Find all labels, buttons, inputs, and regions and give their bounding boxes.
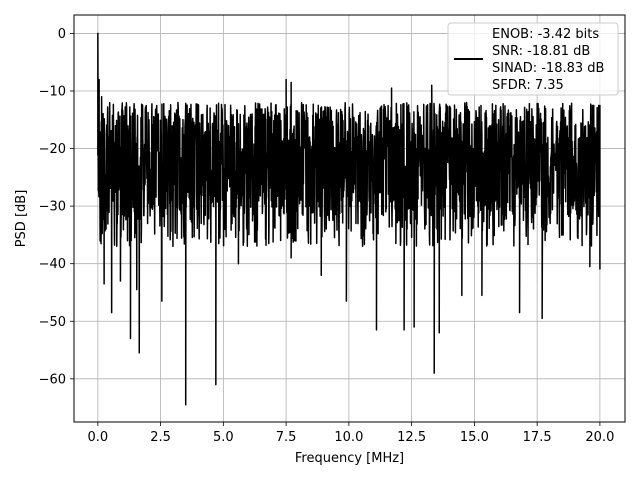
y-tick-label: −60 (39, 372, 66, 387)
y-axis-label: PSD [dB] (14, 190, 29, 248)
y-tick-label: −50 (39, 315, 66, 330)
y-tick-label: −10 (39, 84, 66, 99)
legend: ENOB: -3.42 bits SNR: -18.81 dB SINAD: -18… (447, 22, 619, 96)
series-line-group (97, 32, 601, 406)
x-tick-label: 10.0 (334, 430, 363, 445)
x-ticks: 0.0 2.5 5.0 7.5 10.0 12.5 15.0 17.5 20.0 (88, 422, 614, 445)
legend-box (447, 22, 619, 96)
legend-label: ENOB: -3.42 bits SNR: -18.81 dB SINAD: -18… (492, 27, 604, 93)
y-ticks: 0 −10 −20 −30 −40 −50 −60 (39, 27, 74, 387)
y-tick-label: −30 (39, 200, 66, 215)
psd-series-line (97, 32, 601, 406)
x-tick-label: 5.0 (213, 430, 234, 445)
x-tick-label: 2.5 (150, 430, 171, 445)
y-tick-label: −20 (39, 142, 66, 157)
x-tick-label: 15.0 (460, 430, 489, 445)
y-tick-label: 0 (58, 27, 66, 42)
x-tick-label: 7.5 (276, 430, 297, 445)
x-tick-label: 12.5 (397, 430, 426, 445)
x-axis-label: Frequency [MHz] (295, 451, 404, 466)
plot-frame (73, 14, 626, 423)
x-tick-label: 17.5 (523, 430, 552, 445)
y-tick-label: −40 (39, 257, 66, 272)
x-tick-label: 0.0 (88, 430, 109, 445)
x-tick-label: 20.0 (585, 430, 614, 445)
